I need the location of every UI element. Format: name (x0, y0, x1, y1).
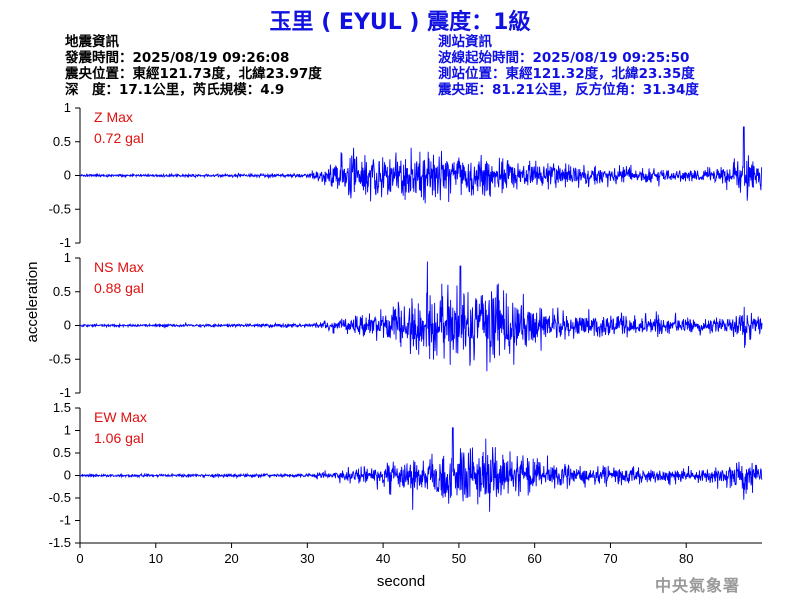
x-tick-label: 50 (452, 551, 466, 566)
x-tick-label: 60 (527, 551, 541, 566)
max-label-2: NS Max (94, 259, 144, 275)
y-tick-label: -1 (59, 385, 71, 400)
waveform-start-time: 波線起始時間：2025/08/19 09:25:50 (438, 50, 690, 66)
origin-time: 發震時間：2025/08/19 09:26:08 (65, 50, 290, 66)
y-tick-label: -0.5 (49, 490, 71, 505)
y-tick-label: 1.5 (53, 400, 71, 415)
station-info-heading: 測站資訊 (438, 34, 492, 50)
y-tick-label: 1 (64, 423, 71, 438)
max-value-2: 0.88 gal (94, 280, 144, 296)
max-label-3: EW Max (94, 409, 147, 425)
y-axis-label: acceleration (24, 262, 41, 343)
x-tick-label: 70 (603, 551, 617, 566)
x-tick-label: 40 (376, 551, 390, 566)
y-tick-label: 0 (64, 468, 71, 483)
y-tick-label: -0.5 (49, 351, 71, 366)
y-tick-label: -1 (59, 235, 71, 250)
y-tick-label: 0.5 (53, 134, 71, 149)
y-tick-label: 0 (64, 168, 71, 183)
y-tick-label: 1 (64, 100, 71, 115)
agency-watermark: 中央氣象署 (655, 576, 741, 595)
waveform-trace-3 (79, 427, 763, 512)
chart-title: 玉里 ( EYUL ) 震度：1級 (269, 10, 531, 35)
y-tick-label: -1 (59, 513, 71, 528)
station-location: 測站位置：東經121.32度，北緯23.35度 (438, 66, 695, 82)
x-tick-label: 30 (300, 551, 314, 566)
x-axis-label: second (377, 573, 425, 590)
waveform-trace-2 (79, 261, 763, 372)
y-tick-label: -0.5 (49, 201, 71, 216)
earthquake-info: 地震資訊 發震時間：2025/08/19 09:26:08 震央位置：東經121… (65, 34, 322, 98)
max-value-3: 1.06 gal (94, 430, 144, 446)
epicentral-distance: 震央距：81.21公里，反方位角：31.34度 (438, 82, 699, 98)
depth-magnitude: 深 度：17.1公里，芮氏規模：4.9 (65, 82, 285, 98)
station-info: 測站資訊 波線起始時間：2025/08/19 09:25:50 測站位置：東經1… (438, 34, 699, 98)
x-tick-label: 80 (679, 551, 693, 566)
x-tick-label: 10 (149, 551, 163, 566)
epicenter-location: 震央位置：東經121.73度，北緯23.97度 (65, 66, 322, 82)
y-tick-label: 0.5 (53, 445, 71, 460)
y-tick-label: 0.5 (53, 284, 71, 299)
earthquake-info-heading: 地震資訊 (65, 34, 119, 50)
max-label-1: Z Max (94, 109, 133, 125)
x-tick-label: 0 (76, 551, 83, 566)
waveform-trace-1 (79, 126, 763, 204)
y-tick-label: 0 (64, 318, 71, 333)
max-value-1: 0.72 gal (94, 130, 144, 146)
y-tick-label: -1.5 (49, 535, 71, 550)
y-tick-label: 1 (64, 250, 71, 265)
x-tick-label: 20 (224, 551, 238, 566)
